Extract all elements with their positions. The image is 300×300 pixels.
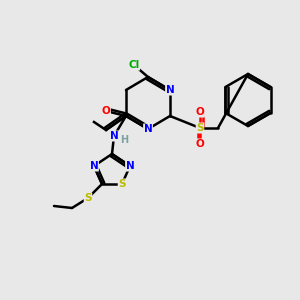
Text: N: N <box>110 131 118 141</box>
Text: Cl: Cl <box>128 60 140 70</box>
Text: S: S <box>118 179 126 189</box>
Text: O: O <box>196 107 204 117</box>
Text: O: O <box>196 139 204 149</box>
Text: N: N <box>166 85 174 95</box>
Text: S: S <box>84 193 92 203</box>
Text: S: S <box>196 123 204 133</box>
Text: H: H <box>120 135 128 145</box>
Text: N: N <box>144 124 152 134</box>
Text: O: O <box>102 106 110 116</box>
Text: N: N <box>90 161 98 171</box>
Text: N: N <box>126 161 134 171</box>
